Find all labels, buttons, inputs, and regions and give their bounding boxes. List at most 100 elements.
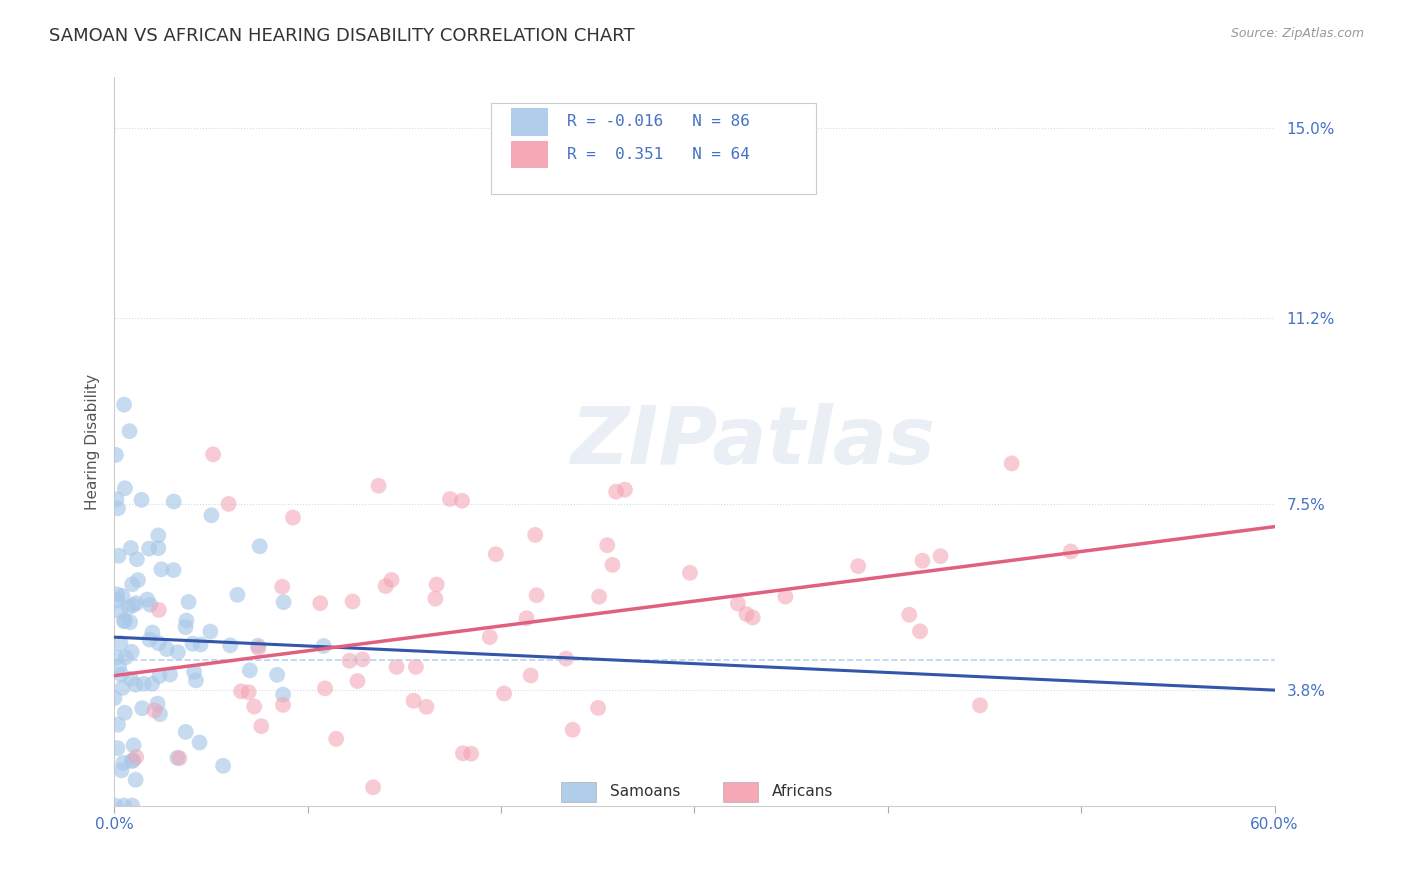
Point xyxy=(148,636,170,650)
Point xyxy=(561,723,583,737)
Point xyxy=(110,636,132,650)
Point xyxy=(146,697,169,711)
Point xyxy=(249,539,271,553)
Point xyxy=(159,667,181,681)
Point xyxy=(239,663,262,677)
Point xyxy=(111,589,134,603)
Point xyxy=(149,707,172,722)
Point xyxy=(309,596,332,610)
Point xyxy=(122,739,145,753)
Point xyxy=(929,549,952,563)
Point xyxy=(727,597,749,611)
Point xyxy=(367,479,389,493)
Point xyxy=(243,699,266,714)
Point xyxy=(107,717,129,731)
Point xyxy=(602,558,624,572)
Point xyxy=(103,691,125,706)
Point xyxy=(247,641,270,656)
Point xyxy=(415,699,437,714)
Point xyxy=(131,492,153,507)
Point xyxy=(339,654,361,668)
Point xyxy=(114,706,136,720)
Point xyxy=(124,772,146,787)
Text: R =  0.351   N = 64: R = 0.351 N = 64 xyxy=(567,147,749,162)
Point xyxy=(118,600,141,615)
Point xyxy=(246,639,269,653)
Point xyxy=(110,667,132,681)
Point xyxy=(478,630,501,644)
Point xyxy=(104,798,127,813)
Point xyxy=(346,673,368,688)
Point xyxy=(148,541,170,556)
Point xyxy=(174,725,197,739)
Point xyxy=(969,698,991,713)
Point xyxy=(374,579,396,593)
Point xyxy=(1001,457,1024,471)
Point xyxy=(156,642,179,657)
Point xyxy=(238,685,260,699)
Point xyxy=(200,508,222,523)
Point xyxy=(271,580,294,594)
Point xyxy=(105,741,128,756)
Point xyxy=(524,528,547,542)
Point xyxy=(132,677,155,691)
Point xyxy=(112,756,135,770)
Point xyxy=(385,660,408,674)
Point xyxy=(122,753,145,767)
Point xyxy=(112,398,135,412)
Point xyxy=(105,587,128,601)
Point xyxy=(131,701,153,715)
Point xyxy=(273,595,295,609)
Point xyxy=(162,563,184,577)
Point xyxy=(112,614,135,628)
Point xyxy=(105,650,128,665)
Point xyxy=(846,559,869,574)
Bar xyxy=(561,781,596,802)
Point xyxy=(120,672,142,686)
Point xyxy=(200,624,222,639)
Point xyxy=(911,554,934,568)
Point xyxy=(190,637,212,651)
Point xyxy=(555,651,578,665)
Point xyxy=(613,483,636,497)
Point xyxy=(526,588,548,602)
Point xyxy=(184,673,207,688)
Point xyxy=(342,594,364,608)
Point xyxy=(139,598,162,612)
Point xyxy=(352,652,374,666)
Point xyxy=(148,823,170,838)
Point xyxy=(775,590,797,604)
Point xyxy=(271,688,294,702)
Text: Source: ZipAtlas.com: Source: ZipAtlas.com xyxy=(1230,27,1364,40)
Point xyxy=(121,645,143,659)
Point xyxy=(898,607,921,622)
Point xyxy=(108,605,131,619)
Point xyxy=(586,701,609,715)
Point xyxy=(460,747,482,761)
Point xyxy=(148,603,170,617)
Y-axis label: Hearing Disability: Hearing Disability xyxy=(86,374,100,509)
Point xyxy=(908,624,931,639)
Point xyxy=(312,639,335,653)
Point xyxy=(177,595,200,609)
Point xyxy=(439,491,461,506)
Point xyxy=(596,538,619,552)
Point xyxy=(219,638,242,652)
Point xyxy=(105,492,128,507)
Point xyxy=(281,510,304,524)
Point xyxy=(108,659,131,673)
Point xyxy=(148,528,170,542)
Text: Africans: Africans xyxy=(772,784,834,799)
Point xyxy=(1060,544,1083,558)
Point xyxy=(451,493,474,508)
Point xyxy=(231,684,253,698)
Text: Samoans: Samoans xyxy=(610,784,681,799)
Point xyxy=(163,494,186,508)
Point xyxy=(148,669,170,683)
Point xyxy=(125,750,148,764)
Point xyxy=(125,596,148,610)
Point xyxy=(271,698,294,712)
Point xyxy=(485,547,508,561)
Point xyxy=(143,703,166,717)
Text: ZIPatlas: ZIPatlas xyxy=(569,402,935,481)
